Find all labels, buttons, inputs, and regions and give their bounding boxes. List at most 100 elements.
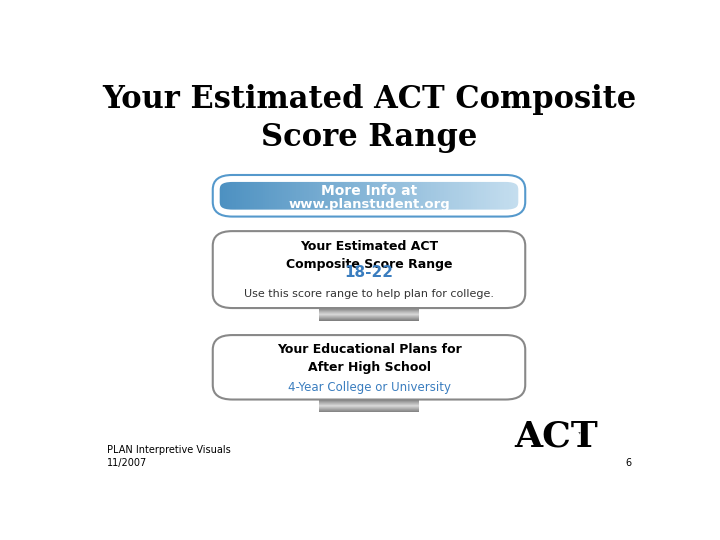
Bar [319,310,419,311]
Bar [454,175,457,217]
Bar [319,410,419,411]
Bar [319,406,419,407]
Bar [473,175,476,217]
Bar [286,175,288,217]
Bar [506,175,509,217]
Bar [319,310,419,311]
Bar [352,175,355,217]
Bar [467,175,469,217]
Bar [319,408,419,409]
Bar [319,313,419,314]
Bar [413,175,415,217]
Bar [423,175,426,217]
Bar [233,175,236,217]
Bar [225,175,228,217]
Text: Your Educational Plans for
After High School: Your Educational Plans for After High Sc… [276,342,462,374]
Bar [367,175,369,217]
Bar [446,175,449,217]
Bar [279,175,282,217]
Bar [240,175,243,217]
Bar [319,400,419,401]
Bar [421,175,424,217]
Bar [252,175,255,217]
Bar [242,175,245,217]
Bar [319,403,419,404]
Bar [230,175,232,217]
Text: Use this score range to help plan for college.: Use this score range to help plan for co… [244,289,494,299]
Bar [515,175,518,217]
Bar [319,318,419,319]
Bar [319,309,419,310]
Bar [319,312,419,313]
Bar [319,311,419,312]
Bar [319,400,419,401]
Bar [448,175,451,217]
Text: 18-22: 18-22 [344,265,394,280]
Bar [319,408,419,409]
Bar [319,317,419,318]
Bar [323,175,326,217]
Bar [319,403,419,404]
Bar [319,402,419,403]
Bar [386,175,388,217]
Text: ™: ™ [577,431,585,440]
Bar [238,175,240,217]
Bar [319,408,419,409]
Bar [333,175,336,217]
Bar [459,175,462,217]
Bar [319,399,419,400]
Bar [319,399,419,400]
Text: Your Estimated ACT Composite
Score Range: Your Estimated ACT Composite Score Range [102,84,636,153]
Bar [328,175,330,217]
Bar [319,313,419,314]
Bar [319,316,419,317]
Bar [315,175,318,217]
Bar [319,404,419,405]
Bar [319,316,419,317]
Bar [319,405,419,406]
Text: 6: 6 [625,458,631,468]
Bar [254,175,257,217]
Bar [433,175,436,217]
Bar [319,317,419,318]
Bar [344,175,346,217]
Bar [477,175,480,217]
Bar [319,319,419,320]
Bar [319,400,419,401]
Bar [492,175,495,217]
Bar [429,175,432,217]
Bar [452,175,455,217]
Bar [319,309,419,310]
Bar [319,314,419,315]
Bar [261,175,264,217]
Bar [319,314,419,315]
Bar [346,175,348,217]
Bar [471,175,474,217]
Bar [319,401,419,402]
Bar [508,175,511,217]
Bar [319,318,419,319]
Bar [431,175,434,217]
Bar [319,404,419,406]
Bar [319,318,419,319]
Bar [505,175,507,217]
Bar [244,175,247,217]
Bar [377,175,380,217]
Bar [319,409,419,410]
Bar [456,175,459,217]
Bar [319,315,419,316]
Bar [350,175,353,217]
Bar [317,175,320,217]
Bar [390,175,392,217]
Bar [340,175,343,217]
Bar [465,175,467,217]
Bar [319,316,419,317]
Bar [428,175,430,217]
Bar [319,319,419,320]
Bar [319,401,419,402]
Text: Your Estimated ACT
Composite Score Range: Your Estimated ACT Composite Score Range [286,240,452,271]
Bar [336,175,338,217]
Bar [319,407,419,408]
Bar [484,175,486,217]
Bar [523,175,526,217]
